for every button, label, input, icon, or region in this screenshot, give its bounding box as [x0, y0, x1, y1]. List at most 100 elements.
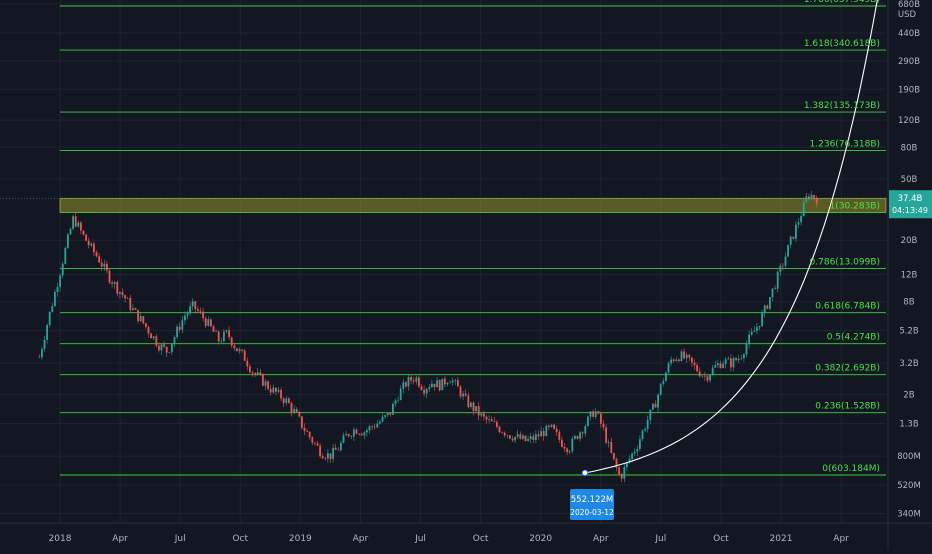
candle-body	[451, 380, 454, 383]
candle-body	[74, 216, 77, 227]
candle-body	[753, 330, 756, 332]
candle-body	[373, 426, 376, 428]
candle-body	[111, 282, 114, 284]
candle-body	[735, 358, 738, 361]
candle-body	[615, 459, 618, 468]
low-callout-box	[570, 489, 614, 520]
y-tick-label: 680B	[898, 0, 920, 10]
candle-body	[464, 393, 467, 396]
y-tick-label: 80B	[901, 143, 918, 153]
fib-level-label: 0.618(6.784B)	[815, 302, 880, 312]
candle-body	[498, 426, 501, 433]
candle-body	[620, 474, 623, 479]
candle-body	[529, 436, 532, 439]
candle-body	[355, 429, 358, 434]
candle-body	[394, 400, 397, 404]
candle-body	[142, 316, 145, 324]
candle-body	[329, 453, 332, 460]
candle-body	[72, 216, 75, 229]
candle-body	[750, 331, 753, 335]
candle-body	[576, 436, 579, 439]
candle-body	[389, 412, 392, 415]
candle-body	[183, 315, 186, 321]
candle-body	[566, 448, 569, 453]
fib-level-label: 1(30.283B)	[830, 201, 880, 211]
candle-body	[381, 416, 384, 422]
candle-body	[495, 421, 498, 427]
y-tick-label: 340M	[897, 509, 921, 519]
fib-level-label: 0.382(2.692B)	[815, 364, 880, 374]
candle-body	[56, 287, 59, 293]
y-tick-label: 190B	[898, 85, 920, 95]
candle-body	[241, 349, 244, 351]
y-tick-label: 440B	[898, 29, 920, 39]
candle-body	[550, 424, 553, 427]
candle-body	[571, 438, 574, 452]
candle-body	[781, 265, 784, 267]
candle-body	[493, 421, 496, 422]
candle-body	[511, 438, 514, 441]
candle-body	[121, 292, 124, 296]
candle-body	[800, 216, 803, 223]
x-tick-label: Apr	[593, 534, 609, 544]
candle-body	[118, 292, 121, 294]
candle-body	[584, 426, 587, 434]
candle-body	[178, 326, 181, 330]
candle-body	[677, 359, 680, 361]
x-tick-label: Oct	[473, 534, 489, 544]
candle-body	[428, 387, 431, 389]
fib-level-label: 0.786(13.099B)	[810, 258, 880, 268]
candle-body	[316, 443, 319, 446]
candle-body	[459, 386, 462, 397]
candle-body	[147, 326, 150, 334]
candle-body	[662, 381, 665, 384]
candle-body	[537, 434, 540, 437]
candle-body	[706, 376, 709, 381]
candle-body	[675, 359, 678, 361]
candle-body	[784, 256, 787, 266]
candle-body	[191, 301, 194, 307]
candle-body	[503, 432, 506, 436]
candle-body	[654, 403, 657, 408]
candle-body	[482, 413, 485, 417]
candle-body	[285, 398, 288, 404]
candle-body	[701, 375, 704, 377]
fib-level-label: 0.236(1.528B)	[815, 402, 880, 412]
candle-body	[612, 453, 615, 460]
candle-body	[155, 336, 158, 346]
x-tick-label: 2021	[770, 534, 793, 544]
y-tick-label: 20B	[901, 236, 918, 246]
candle-body	[558, 432, 561, 440]
candle-body	[251, 372, 254, 374]
candle-body	[412, 380, 415, 382]
candle-body	[664, 372, 667, 382]
candle-body	[248, 366, 251, 373]
y-tick-label: 12B	[901, 270, 918, 280]
candle-body	[472, 402, 475, 411]
candle-body	[230, 337, 233, 346]
candle-body	[771, 288, 774, 298]
low-callout-date: 2020-03-12	[570, 508, 614, 517]
y-tick-label: 120B	[898, 116, 920, 126]
current-price-box	[889, 190, 932, 219]
candle-body	[105, 263, 108, 271]
candle-body	[209, 319, 212, 327]
candle-body	[399, 388, 402, 401]
candle-body	[740, 358, 743, 359]
candle-body	[199, 310, 202, 312]
candle-body	[423, 389, 426, 394]
candle-body	[547, 425, 550, 427]
candle-body	[693, 362, 696, 366]
candle-body	[667, 363, 670, 373]
candle-body	[436, 380, 439, 388]
candle-body	[46, 325, 49, 340]
candle-body	[443, 378, 446, 385]
candle-body	[85, 234, 88, 241]
y-tick-label: 520M	[897, 481, 921, 491]
candle-body	[573, 436, 576, 439]
candle-body	[129, 298, 132, 310]
candle-body	[261, 374, 264, 386]
